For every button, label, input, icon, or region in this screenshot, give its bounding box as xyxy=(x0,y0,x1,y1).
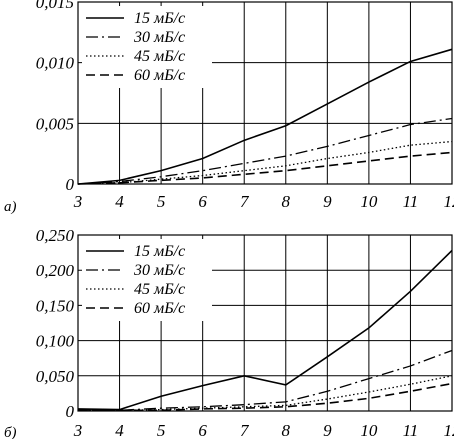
x-tick-label: 5 xyxy=(157,192,166,211)
y-tick-label: 0,015 xyxy=(36,0,74,12)
x-tick-label: 3 xyxy=(73,192,83,211)
x-tick-label: 10 xyxy=(360,421,378,439)
series-line-4 xyxy=(78,152,452,184)
legend: 15 мБ/с 30 мБ/с 45 мБ/с 60 мБ/с xyxy=(82,6,212,88)
x-tick-label: 9 xyxy=(323,421,332,439)
legend-label: 45 мБ/с xyxy=(134,281,185,298)
x-tick-label: 12 xyxy=(444,421,454,439)
x-tick-label: 3 xyxy=(73,421,83,439)
chart-panel-2: 0 0,050 0,100 0,150 0,200 0,250 3 4 5 6 7 8 9 10 11 12 б… xyxy=(4,226,454,439)
x-tick-label: 7 xyxy=(240,421,250,439)
legend-label: 15 мБ/с xyxy=(134,10,185,27)
x-tick-label: 8 xyxy=(282,421,291,439)
x-tick-label: 11 xyxy=(403,192,419,211)
y-tick-label: 0,005 xyxy=(36,114,74,133)
x-tick-label: 12 xyxy=(444,192,454,211)
y-tick-label: 0,100 xyxy=(36,332,75,351)
x-tick-label: 10 xyxy=(360,192,378,211)
legend-label: 60 мБ/с xyxy=(134,300,185,317)
y-tick-label: 0,200 xyxy=(36,261,75,280)
y-tick-label: 0,150 xyxy=(36,296,75,315)
x-tick-label: 11 xyxy=(403,421,419,439)
x-tick-label: 4 xyxy=(115,421,124,439)
legend-label: 15 мБ/с xyxy=(134,243,185,260)
legend: 15 мБ/с 30 мБ/с 45 мБ/с 60 мБ/с xyxy=(82,239,212,321)
panel-label: б) xyxy=(4,425,17,439)
x-tick-label: 8 xyxy=(282,192,291,211)
y-tick-label: 0 xyxy=(66,402,75,421)
legend-label: 30 мБ/с xyxy=(133,262,185,279)
y-tick-label: 0,050 xyxy=(36,367,75,386)
legend-label: 45 мБ/с xyxy=(134,48,185,65)
x-tick-label: 4 xyxy=(115,192,124,211)
x-tick-label: 6 xyxy=(198,421,207,439)
legend-label: 60 мБ/с xyxy=(134,67,185,84)
panel-label: а) xyxy=(4,199,17,215)
legend-label: 30 мБ/с xyxy=(133,29,185,46)
series-line-2 xyxy=(78,118,452,184)
x-tick-label: 6 xyxy=(198,192,207,211)
x-tick-label: 9 xyxy=(323,192,332,211)
x-tick-label: 5 xyxy=(157,421,166,439)
series-line-4 xyxy=(78,384,452,411)
y-tick-label: 0,250 xyxy=(36,226,75,245)
x-tick-label: 7 xyxy=(240,192,250,211)
y-tick-label: 0,010 xyxy=(36,54,75,73)
